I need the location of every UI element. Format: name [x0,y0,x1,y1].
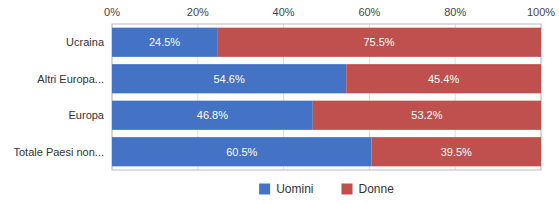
plot-frame [112,24,541,170]
y-axis: Ucraina Altri Europa... Europa Totale Paesi… [13,36,104,158]
bar [313,101,541,130]
x-tick-label: 60% [358,6,380,18]
legend: Uomini Donne [259,182,394,196]
x-tick-label: 80% [444,6,466,18]
data-label: 45.4% [428,73,459,85]
bar [217,28,541,57]
legend-label: Uomini [276,182,313,196]
bar [112,137,372,166]
legend-item: Donne [341,182,394,196]
category-label: Ucraina [66,36,105,48]
legend-swatch [259,184,270,195]
data-label: 60.5% [226,146,257,158]
page: {"chart_data": { "type": "bar", "orienta… [0,0,559,204]
category-label: Totale Paesi non... [13,146,104,158]
category-label: Europa [69,109,105,121]
legend-swatch [341,184,352,195]
data-label: 39.5% [441,146,472,158]
bar [112,64,346,93]
data-label: 24.5% [149,36,180,48]
data-labels: 24.5% 54.6% 46.8% 60.5% 75.5% 45.4% 53.2% 39.5% [149,36,472,158]
x-tick-label: 20% [187,6,209,18]
category-label: Altri Europa... [37,73,104,85]
data-label: 46.8% [197,109,228,121]
bars [112,28,541,167]
x-tick-label: 40% [273,6,295,18]
x-tick-label: 100% [527,6,555,18]
bar [372,137,541,166]
grid [112,24,541,170]
legend-item: Uomini [259,182,313,196]
chart: 0% 20% 40% 60% 80% 100% Ucraina Altri Europa...… [0,0,559,204]
bar [112,101,313,130]
legend-label: Donne [358,182,394,196]
data-label: 54.6% [214,73,245,85]
bar [112,28,217,57]
x-tick-label: 0% [104,6,120,18]
data-label: 75.5% [363,36,394,48]
data-label: 53.2% [411,109,442,121]
bar [346,64,541,93]
x-axis: 0% 20% 40% 60% 80% 100% [104,6,555,18]
